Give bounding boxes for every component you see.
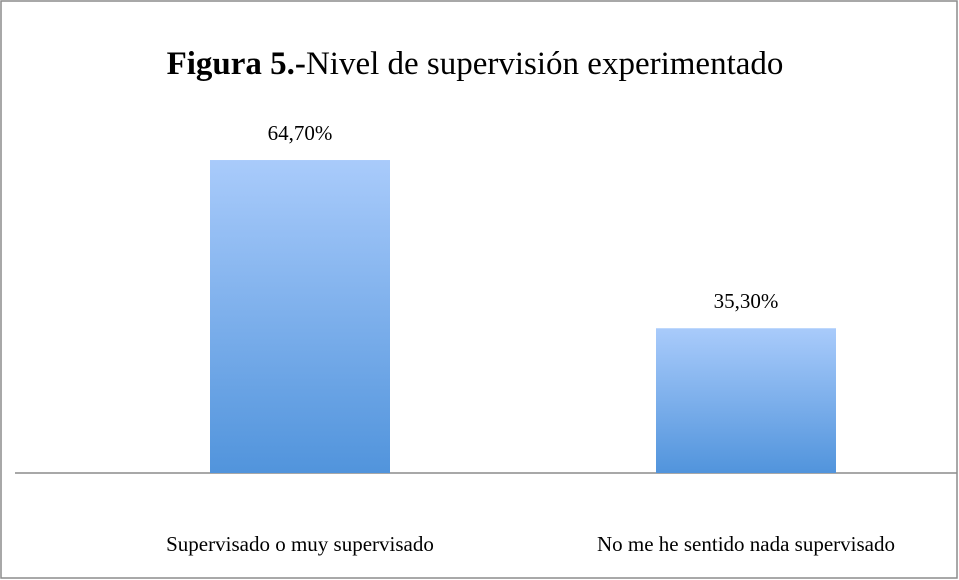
value-label: 64,70% xyxy=(268,121,333,145)
x-tick-label: Supervisado o muy supervisado xyxy=(166,532,434,556)
title-text: Nivel de supervisión experimentado xyxy=(306,46,783,82)
chart-title: Figura 5.-Nivel de supervisión experimen… xyxy=(167,46,784,82)
value-label: 35,30% xyxy=(714,289,779,313)
bar xyxy=(210,160,390,473)
figure-label: Figura 5.- xyxy=(167,46,306,82)
bar xyxy=(656,328,836,473)
x-tick-label: No me he sentido nada supervisado xyxy=(597,532,895,556)
